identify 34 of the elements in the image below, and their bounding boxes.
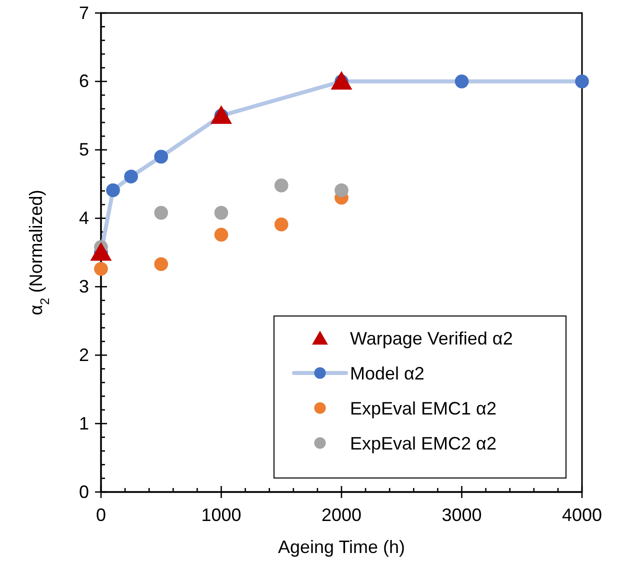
point <box>274 218 288 232</box>
x-tick-label: 0 <box>96 504 106 525</box>
y-tick-label: 0 <box>78 482 89 502</box>
y-tick-label: 5 <box>78 140 89 160</box>
point <box>154 206 168 220</box>
y-tick-label: 4 <box>78 208 89 228</box>
y-tick-label: 7 <box>78 2 89 23</box>
point <box>575 74 589 88</box>
y-tick-label: 3 <box>78 276 89 296</box>
point <box>154 257 168 272</box>
point <box>274 178 288 192</box>
legend-label: Model α2 <box>350 363 424 384</box>
legend-label: Warpage Verified α2 <box>350 328 513 348</box>
y-tick-label: 1 <box>78 413 89 434</box>
legend-label: ExpEval EMC2 α2 <box>350 433 496 454</box>
point <box>334 183 348 198</box>
point <box>124 170 138 184</box>
point <box>94 262 108 276</box>
legend-label: ExpEval EMC1 α2 <box>350 398 496 418</box>
point <box>90 242 112 261</box>
point <box>214 206 228 220</box>
y-tick-label: 2 <box>78 344 89 365</box>
x-tick-label: 3000 <box>442 504 482 525</box>
point <box>210 105 232 124</box>
point <box>454 74 469 88</box>
point <box>154 150 168 164</box>
point <box>106 183 120 198</box>
x-tick-label: 1000 <box>201 504 242 525</box>
x-axis-title: Ageing Time (h) <box>278 537 406 557</box>
point <box>214 228 228 242</box>
y-tick-label: 6 <box>78 71 89 92</box>
x-tick-label: 2000 <box>321 504 362 525</box>
point <box>330 71 352 90</box>
x-tick-label: 4000 <box>562 504 602 525</box>
